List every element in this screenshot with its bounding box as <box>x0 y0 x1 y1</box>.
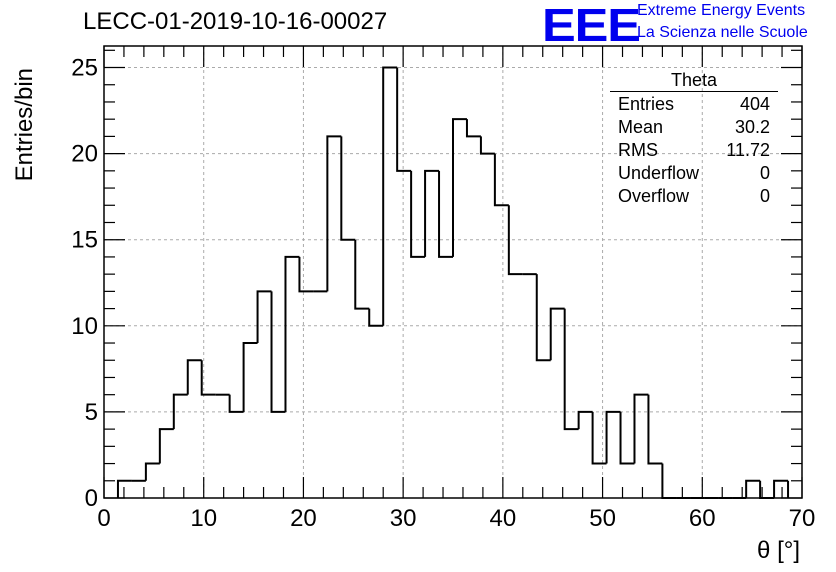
histogram-bin <box>563 308 579 431</box>
stats-value: 0 <box>759 163 770 183</box>
x-tick-label: 20 <box>290 505 317 532</box>
plot-frame <box>103 45 803 499</box>
histogram-bin <box>284 255 300 412</box>
y-axis-label: Entries/bin <box>11 68 38 181</box>
x-tick-label: 0 <box>97 505 110 532</box>
histogram-bin <box>479 136 495 155</box>
histogram-bin <box>438 170 453 258</box>
y-tick-labels: 0 5 10 15 20 25 <box>71 55 98 512</box>
histogram-bin <box>116 479 132 498</box>
stats-box: Theta Entries 404 Mean 30.2 RMS 11.72 Un… <box>610 70 778 208</box>
histogram-bin <box>633 393 649 464</box>
stats-value: 11.72 <box>726 140 770 160</box>
logo-line-2: La Scienza nelle Scuole <box>637 24 808 41</box>
histogram-bin <box>493 153 509 207</box>
x-tick-label: 50 <box>589 505 616 532</box>
histogram-bin <box>354 239 370 310</box>
histogram-bin <box>368 308 384 327</box>
histogram-bin <box>382 66 398 326</box>
histogram-bin <box>647 394 663 465</box>
histogram-bin <box>591 411 607 465</box>
stats-label: Mean <box>618 117 664 137</box>
histogram-bin <box>172 393 188 430</box>
histogram-bin <box>340 136 356 241</box>
x-tick-labels: 0 10 20 30 40 50 60 70 <box>97 505 815 532</box>
x-tick-label: 10 <box>190 505 217 532</box>
histogram-bars <box>116 66 790 499</box>
histogram-bin <box>424 169 440 257</box>
histogram-bin <box>745 479 761 498</box>
stats-label: RMS <box>618 140 658 160</box>
stats-title: Theta <box>610 70 778 92</box>
histogram-bin <box>298 256 314 293</box>
histogram-bin <box>410 170 426 258</box>
histogram-bin <box>619 411 635 465</box>
logo-line-1: Extreme Energy Events <box>637 2 806 19</box>
axis-ticks <box>103 46 803 499</box>
histogram-bin <box>242 342 258 412</box>
stats-value: 30.2 <box>734 117 770 137</box>
histogram-bin <box>396 67 412 172</box>
eee-logo-mark: EEE <box>542 0 641 51</box>
x-tick-label: 60 <box>689 505 716 532</box>
y-tick-label: 20 <box>71 141 98 168</box>
histogram-bin <box>270 291 286 413</box>
stats-label: Overflow <box>618 186 690 206</box>
histogram-bin <box>452 118 467 257</box>
stats-row-overflow: Overflow 0 <box>610 185 778 208</box>
histogram-bin <box>256 290 272 344</box>
histogram-bin <box>200 360 216 396</box>
stats-value: 0 <box>759 186 770 206</box>
histogram-bin <box>661 463 677 499</box>
x-tick-label: 70 <box>789 505 816 532</box>
histogram-bin <box>549 307 565 361</box>
x-tick-label: 30 <box>390 505 417 532</box>
histogram-bin <box>465 119 481 138</box>
stats-value: 404 <box>739 94 770 114</box>
y-tick-label: 25 <box>71 55 98 82</box>
histogram-bin <box>186 359 202 395</box>
stats-label: Underflow <box>618 163 700 183</box>
y-tick-label: 10 <box>71 313 98 340</box>
stats-label: Entries <box>618 94 675 114</box>
histogram-bin <box>577 410 593 430</box>
y-tick-label: 5 <box>85 399 98 426</box>
stats-row-rms: RMS 11.72 <box>610 139 778 162</box>
histogram-bin <box>773 479 789 498</box>
y-tick-label: 0 <box>85 485 98 512</box>
y-tick-label: 15 <box>71 227 98 254</box>
histogram-bin <box>507 205 523 276</box>
x-axis-label: θ [°] <box>757 537 800 564</box>
histogram-bin <box>326 135 342 292</box>
stats-row-mean: Mean 30.2 <box>610 116 778 139</box>
histogram-bin <box>144 462 160 481</box>
x-tick-label: 40 <box>490 505 517 532</box>
histogram-bin <box>228 394 244 413</box>
histogram-bin <box>535 274 551 362</box>
histogram-bin <box>158 428 174 464</box>
histogram-bin <box>605 410 621 464</box>
stats-row-underflow: Underflow 0 <box>610 162 778 185</box>
chart-title: LECC-01-2019-10-16-00027 <box>83 8 388 35</box>
stats-row-entries: Entries 404 <box>610 93 778 116</box>
